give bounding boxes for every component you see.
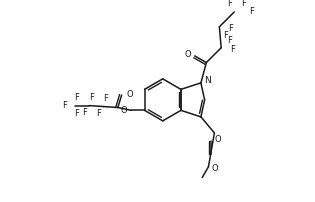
Text: F: F [96,109,101,118]
Text: F: F [82,108,87,117]
Text: F: F [62,101,67,110]
Text: O: O [121,106,127,115]
Text: F: F [227,0,232,8]
Text: F: F [241,0,246,8]
Text: O: O [126,90,133,99]
Text: F: F [74,109,79,118]
Text: F: F [249,6,254,16]
Text: F: F [228,24,233,33]
Text: F: F [230,45,235,54]
Text: F: F [74,94,79,102]
Text: O: O [184,50,191,59]
Text: N: N [204,77,210,85]
Text: O: O [215,135,221,144]
Text: F: F [223,31,228,40]
Text: F: F [103,94,108,103]
Text: F: F [227,36,232,45]
Text: O: O [211,164,218,173]
Text: F: F [89,94,94,102]
